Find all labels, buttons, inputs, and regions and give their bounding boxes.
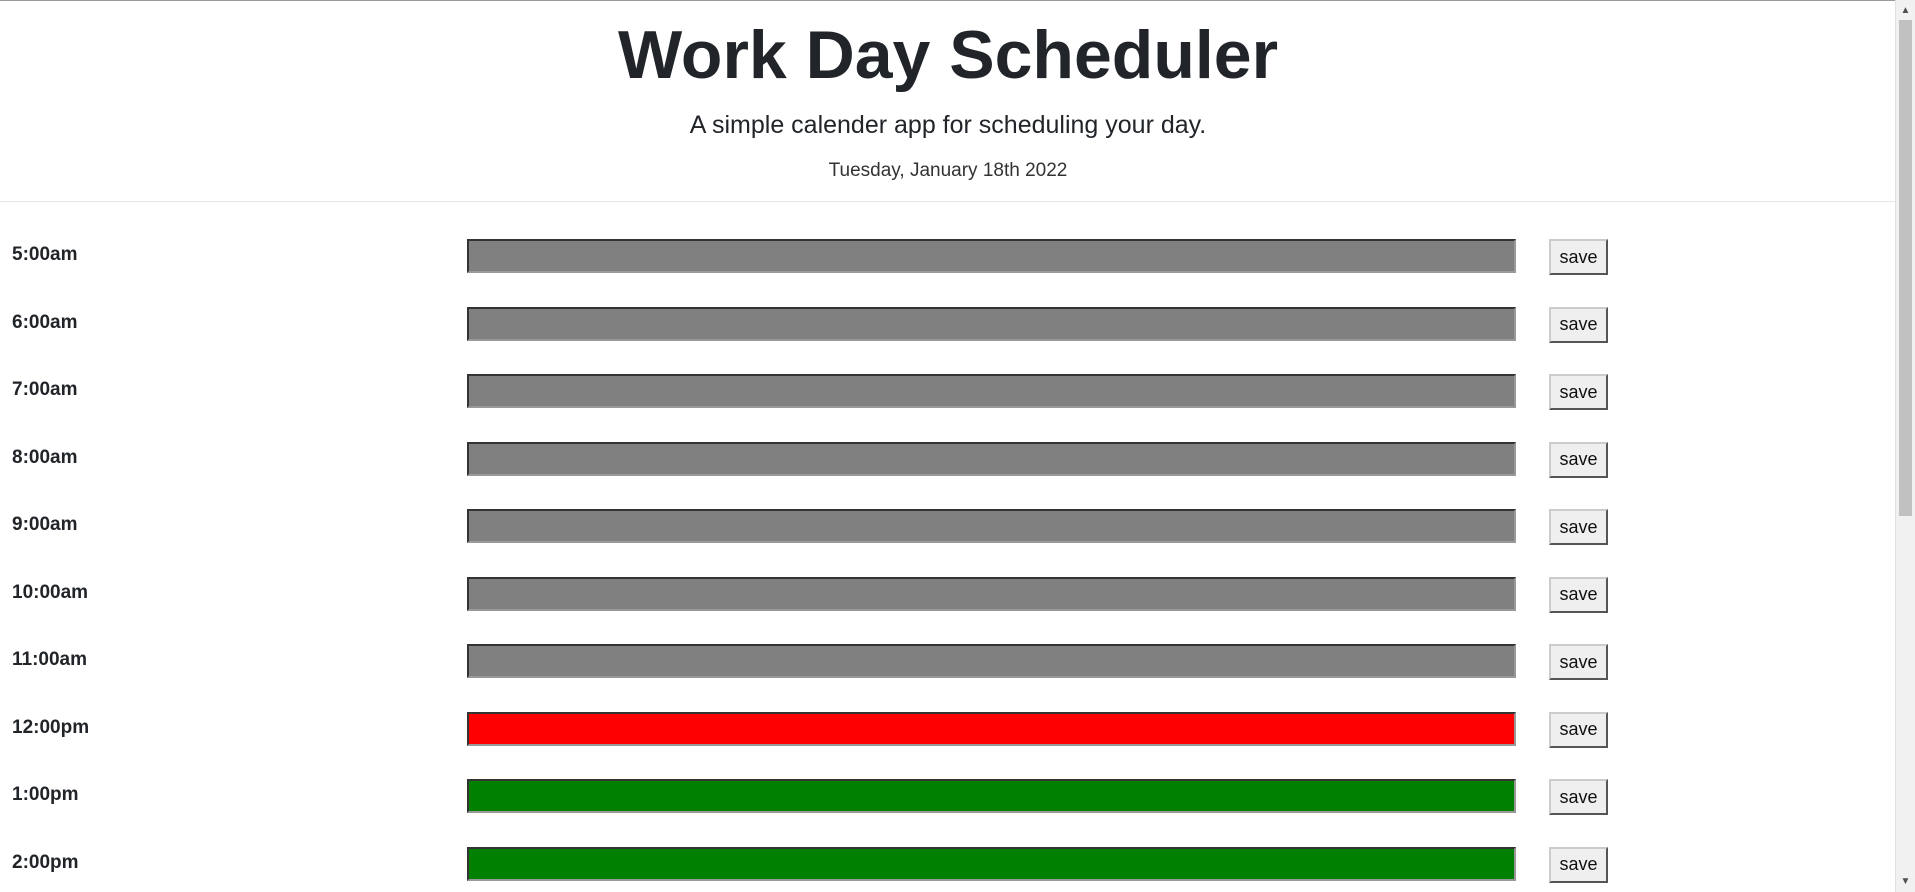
save-button[interactable]: save: [1549, 441, 1608, 478]
time-block: 12:00pm save: [0, 711, 1896, 780]
save-button[interactable]: save: [1549, 644, 1608, 680]
time-block-list: 5:00am save 6:00am save 7:00am save 8:00…: [0, 239, 1896, 892]
description-input[interactable]: [467, 779, 1516, 813]
description-input[interactable]: [467, 239, 1516, 273]
save-button[interactable]: save: [1549, 239, 1608, 275]
time-block: 10:00am save: [0, 576, 1896, 645]
time-block: 5:00am save: [0, 239, 1896, 307]
time-block: 6:00am save: [0, 306, 1896, 375]
time-block: 1:00pm save: [0, 779, 1896, 847]
description-input[interactable]: [467, 644, 1516, 678]
time-block: 8:00am save: [0, 441, 1896, 510]
header-jumbotron: Work Day Scheduler A simple calender app…: [0, 1, 1896, 202]
hour-label: 10:00am: [12, 581, 89, 603]
hour-label: 5:00am: [12, 244, 78, 265]
save-button[interactable]: save: [1549, 846, 1608, 883]
time-block: 7:00am save: [0, 374, 1896, 442]
hour-label: 8:00am: [12, 446, 78, 468]
hour-label: 6:00am: [12, 311, 78, 333]
description-input[interactable]: [467, 846, 1516, 881]
scroll-up-icon[interactable]: ▲: [1900, 5, 1911, 16]
save-button[interactable]: save: [1549, 779, 1608, 815]
time-block: 9:00am save: [0, 509, 1896, 577]
hour-label: 12:00pm: [12, 716, 90, 738]
description-input[interactable]: [467, 576, 1516, 611]
hour-label: 9:00am: [12, 514, 78, 535]
page-subtitle: A simple calender app for scheduling you…: [689, 111, 1207, 139]
save-button[interactable]: save: [1549, 374, 1608, 410]
vertical-scrollbar[interactable]: ▲ ▼: [1895, 0, 1915, 892]
window-top-border: [0, 0, 1896, 1]
hour-label: 1:00pm: [12, 784, 79, 805]
description-input[interactable]: [467, 441, 1516, 476]
description-input[interactable]: [467, 711, 1516, 746]
save-button[interactable]: save: [1549, 711, 1608, 748]
time-block: 2:00pm save: [0, 846, 1896, 892]
scroll-down-icon[interactable]: ▼: [1900, 876, 1911, 887]
scroll-thumb[interactable]: [1899, 20, 1912, 516]
page-title: Work Day Scheduler: [617, 17, 1279, 93]
hour-label: 11:00am: [12, 649, 88, 670]
description-input[interactable]: [467, 306, 1516, 341]
current-day: Tuesday, January 18th 2022: [828, 160, 1068, 181]
save-button[interactable]: save: [1549, 576, 1608, 613]
save-button[interactable]: save: [1549, 509, 1608, 545]
description-input[interactable]: [467, 374, 1516, 408]
description-input[interactable]: [467, 509, 1516, 543]
time-block: 11:00am save: [0, 644, 1896, 712]
save-button[interactable]: save: [1549, 306, 1608, 343]
hour-label: 7:00am: [12, 379, 78, 400]
hour-label: 2:00pm: [12, 851, 79, 873]
